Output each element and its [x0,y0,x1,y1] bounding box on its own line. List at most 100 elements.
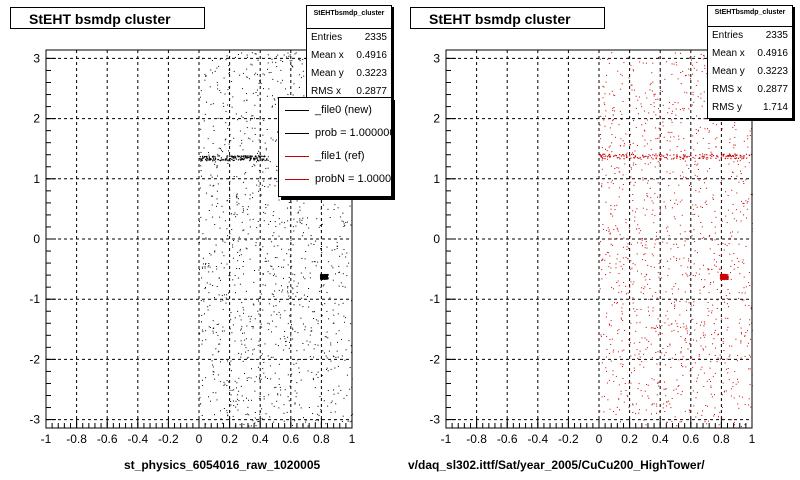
scatter-point [233,405,235,407]
scatter-point [634,181,636,183]
band-point [723,274,725,276]
scatter-point [244,339,246,341]
scatter-point [670,323,672,325]
scatter-point [653,178,655,180]
scatter-point [622,377,624,379]
scatter-point [689,185,690,186]
scatter-point [674,218,676,220]
scatter-point [679,301,681,302]
band-point [604,158,606,160]
scatter-point [212,103,214,105]
scatter-point [260,355,262,357]
scatter-point [214,378,216,380]
scatter-point [669,343,671,345]
scatter-point [708,269,710,271]
y-tick-label: -1 [429,292,440,306]
band-point [326,277,328,279]
scatter-point [227,89,229,91]
scatter-point [202,233,204,235]
scatter-point [214,414,215,416]
scatter-point [683,326,685,328]
scatter-point [673,136,675,138]
scatter-point [212,320,214,322]
scatter-point [241,52,243,54]
scatter-point [223,105,225,107]
scatter-point [739,273,741,275]
band-point [250,158,252,160]
scatter-point [638,113,639,115]
scatter-point [708,236,710,238]
x-tick-label: -0.8 [66,432,87,446]
scatter-point [680,352,682,354]
scatter-point [247,406,249,408]
scatter-point [689,411,691,413]
scatter-point [741,333,742,335]
scatter-point [718,416,719,418]
scatter-point [683,107,685,109]
scatter-point [218,65,220,67]
scatter-point [606,74,607,76]
band-point [609,153,611,155]
scatter-point [673,301,675,303]
scatter-point [642,245,643,247]
scatter-point [276,400,278,402]
scatter-point [254,134,256,135]
scatter-point [212,185,214,187]
scatter-point [307,344,309,346]
scatter-point [623,145,625,147]
scatter-point [267,54,269,56]
scatter-point [605,174,607,176]
scatter-point [618,328,620,330]
scatter-point [332,279,334,281]
scatter-point [275,226,277,227]
scatter-point [681,214,683,216]
scatter-point [260,378,262,380]
scatter-point [321,304,323,306]
scatter-point [217,84,219,86]
scatter-point [729,138,731,140]
scatter-point [288,295,290,297]
scatter-point [212,271,214,273]
scatter-point [690,186,692,187]
scatter-point [280,59,282,61]
scatter-point [732,231,733,233]
scatter-point [609,232,611,234]
scatter-point [234,275,236,277]
scatter-point [291,60,293,62]
scatter-point [718,424,720,426]
scatter-point [201,314,203,316]
scatter-point [270,178,272,180]
scatter-point [729,345,731,347]
scatter-point [214,163,216,165]
scatter-point [341,421,343,422]
scatter-point [606,150,608,152]
band-point [722,278,724,280]
scatter-point [232,96,234,98]
scatter-point [240,329,242,331]
scatter-point [296,221,298,223]
band-point [319,275,322,277]
scatter-point [733,253,735,254]
scatter-point [635,107,637,109]
scatter-point [637,388,639,390]
scatter-point [264,343,266,345]
scatter-point [343,315,345,317]
scatter-point [703,100,705,102]
scatter-point [325,355,327,357]
band-point [699,157,701,159]
scatter-point [661,325,663,327]
scatter-point [622,303,624,305]
scatter-point [243,309,245,311]
scatter-point [709,283,711,285]
scatter-point [698,215,700,217]
scatter-point [627,243,629,245]
scatter-point [702,332,704,334]
scatter-point [661,333,663,335]
scatter-point [688,302,690,304]
scatter-point [715,265,717,267]
scatter-point [630,322,632,324]
scatter-point [636,253,638,255]
scatter-point [749,130,751,132]
scatter-point [641,106,643,108]
scatter-point [267,186,269,188]
